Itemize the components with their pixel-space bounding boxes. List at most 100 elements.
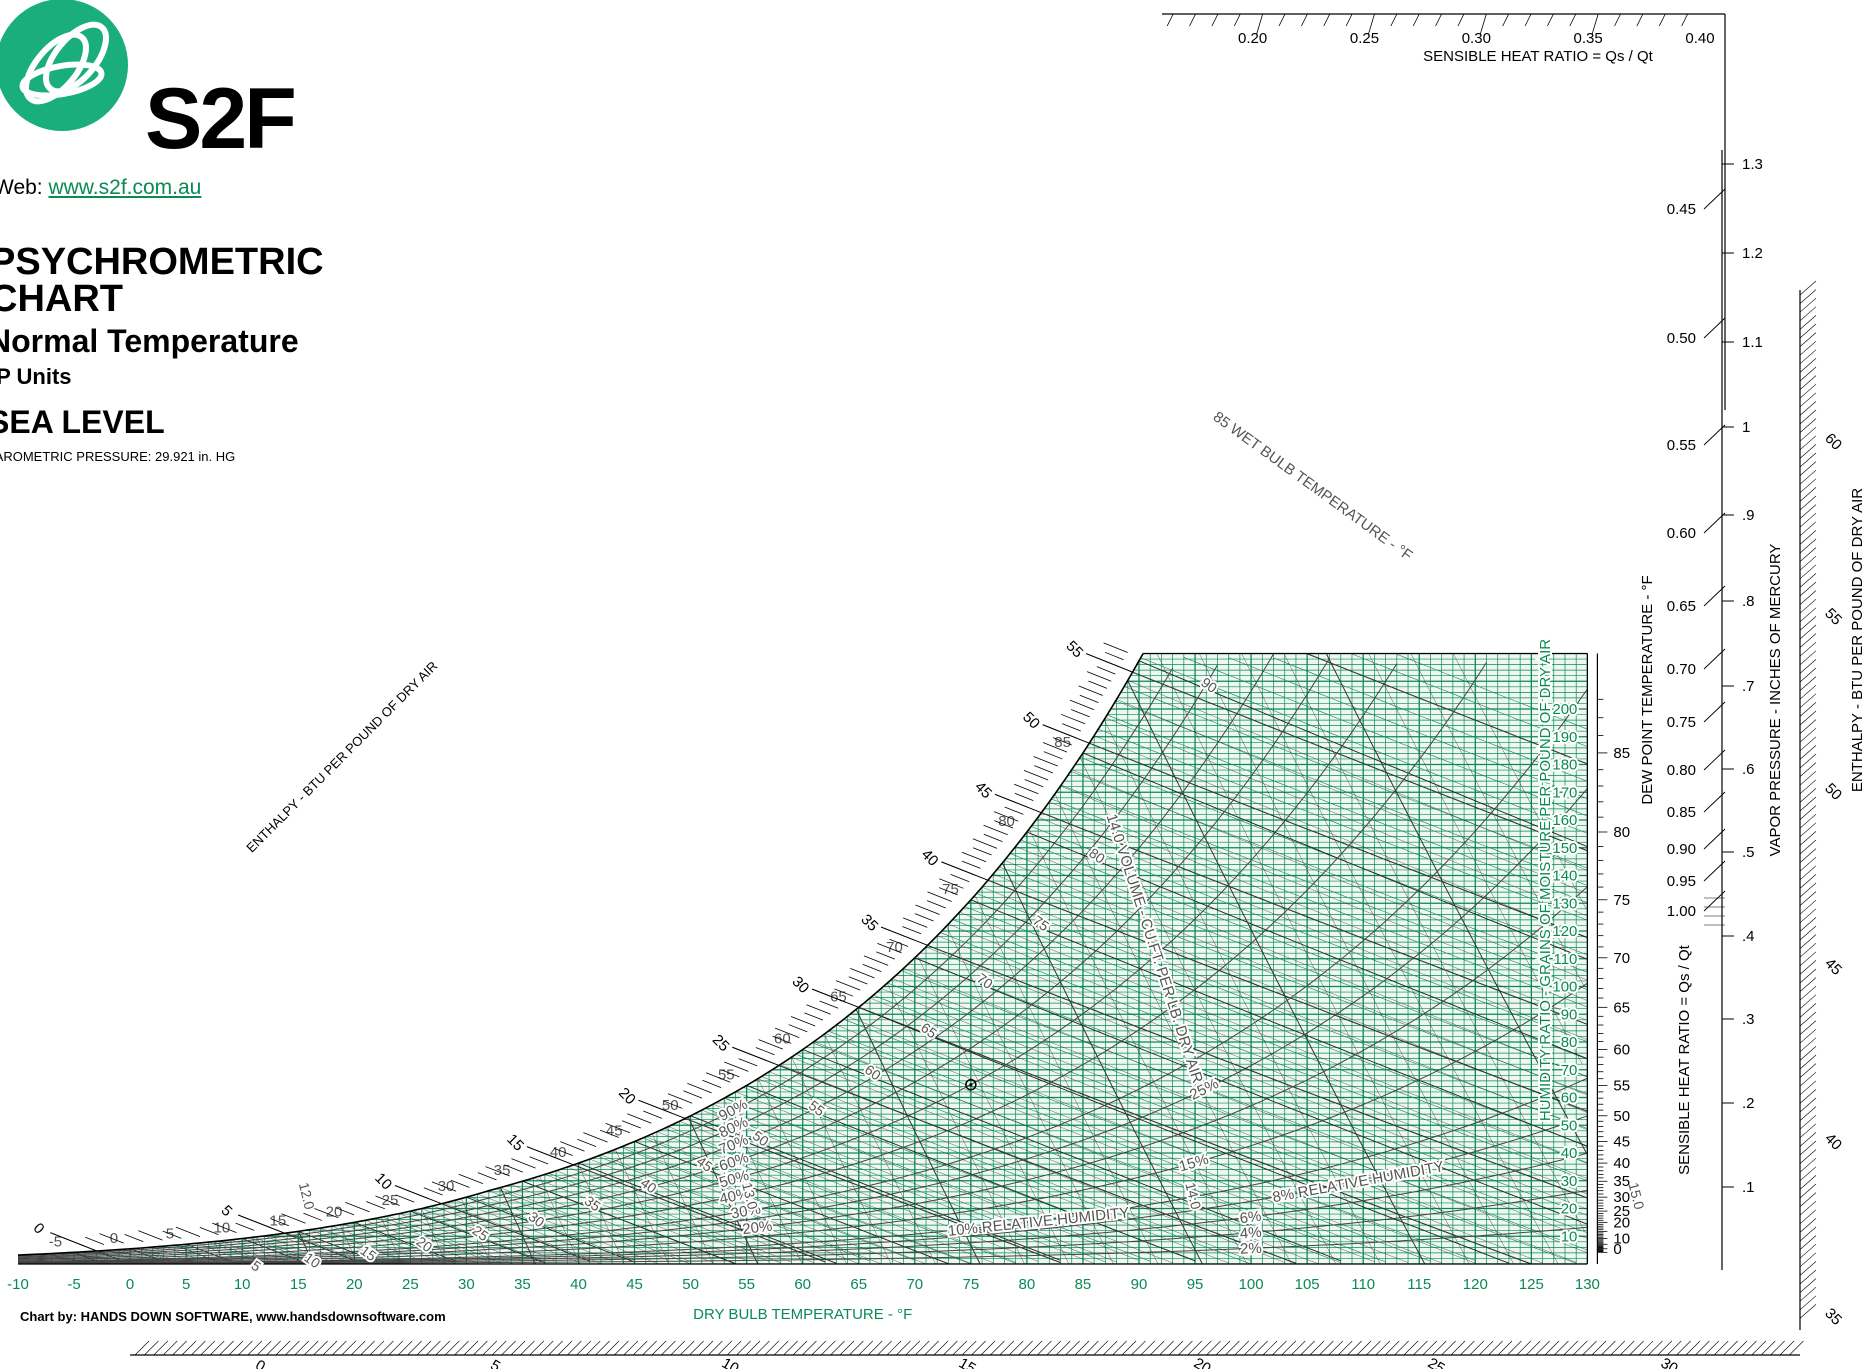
vapor-pressure-tick-label: .1 (1742, 1179, 1755, 1196)
enthalpy-right-tick (1800, 1132, 1816, 1146)
humidity-ratio-tick-label: 130 (1552, 895, 1577, 912)
enthalpy-tick (396, 1195, 415, 1202)
wet-bulb-axis-label: 85 WET BULB TEMPERATURE - °F (1210, 408, 1416, 564)
enthalpy-tick (984, 834, 1003, 841)
enthalpy-right-tick (1800, 685, 1816, 699)
enthalpy-value-label: 45 (971, 778, 995, 802)
shr-tick (1436, 14, 1442, 26)
shr-tick (1637, 14, 1643, 26)
shr-tick (1346, 14, 1352, 26)
shr-right-tick-label: 0.80 (1667, 762, 1696, 779)
shr-top-tick-label: 0.25 (1350, 30, 1379, 47)
enthalpy-tick (1025, 779, 1044, 786)
enthalpy-tick (345, 1202, 369, 1211)
enthalpy-right-tick (1800, 1003, 1816, 1017)
enthalpy-right-tick (1800, 874, 1816, 888)
enthalpy-value-label: 5 (217, 1202, 235, 1220)
vapor-pressure-tick-label: .9 (1742, 507, 1755, 524)
enthalpy-tick (1044, 752, 1063, 759)
enthalpy-value-label: 40 (918, 846, 942, 870)
enthalpy-tick (1070, 700, 1094, 710)
enthalpy-tick (1071, 709, 1090, 716)
enthalpy-right-tick (1800, 367, 1816, 381)
enthalpy-right-tick (1800, 530, 1816, 544)
enthalpy-tick (1062, 724, 1081, 731)
enthalpy-right-tick (1800, 298, 1816, 312)
shr-right-tick-label: 0.85 (1667, 804, 1696, 821)
humidity-ratio-tick-label: 60 (1561, 1090, 1578, 1107)
vapor-pressure-tick-label: 1.1 (1742, 334, 1763, 351)
enthalpy-right-tick (1800, 1227, 1816, 1241)
humidity-ratio-tick-label: 180 (1552, 757, 1577, 774)
dew-point-tick-label: 65 (1613, 999, 1630, 1016)
shr-right-tick-label: 0.50 (1667, 330, 1696, 347)
enthalpy-right-tick (1800, 823, 1816, 837)
enthalpy-right-tick (1800, 668, 1816, 682)
dry-bulb-tick-label: -5 (67, 1276, 80, 1293)
enthalpy-right-tick (1800, 1098, 1816, 1112)
enthalpy-right-tick (1800, 737, 1816, 751)
shr-tick (1190, 14, 1196, 26)
humidity-ratio-tick-label: 140 (1552, 868, 1577, 885)
dry-bulb-tick-label: 125 (1519, 1276, 1544, 1293)
enthalpy-tick (973, 839, 997, 849)
enthalpy-right-tick (1800, 1287, 1816, 1301)
enthalpy-value-label: 55 (1063, 638, 1087, 662)
enthalpy-right-tick (1800, 315, 1816, 329)
enthalpy-right-tick (1800, 487, 1816, 501)
vapor-pressure-tick-label: .5 (1742, 844, 1755, 861)
enthalpy-right-tick (1800, 384, 1816, 398)
specific-volume-line (19, 665, 269, 1264)
dry-bulb-tick-label: 100 (1239, 1276, 1264, 1293)
enthalpy-right-tick (1800, 634, 1816, 648)
enthalpy-bottom-tick-label: 5 (487, 1357, 503, 1369)
enthalpy-tick (622, 1121, 641, 1128)
enthalpy-tick (459, 1174, 483, 1183)
dew-point-tick-label: 80 (1613, 824, 1630, 841)
dry-bulb-tick-label: 15 (290, 1276, 307, 1293)
enthalpy-right-tick (1800, 642, 1816, 656)
enthalpy-right-tick (1800, 341, 1816, 355)
enthalpy-right-tick (1800, 582, 1816, 596)
enthalpy-tick (806, 1005, 830, 1014)
dry-bulb-tick-label: 30 (458, 1276, 475, 1293)
enthalpy-right-tick (1800, 324, 1816, 338)
shr-right-tick-label: 0.95 (1667, 873, 1696, 890)
enthalpy-right-tick (1800, 960, 1816, 974)
enthalpy-tick (1015, 793, 1034, 800)
enthalpy-right-tick (1800, 1304, 1816, 1318)
relative-humidity-label: 6% (1239, 1208, 1263, 1228)
relative-humidity-label: 20% (741, 1218, 773, 1239)
enthalpy-right-tick (1800, 565, 1816, 579)
shr-tick (1279, 14, 1285, 26)
dry-bulb-tick-label: 85 (1075, 1276, 1092, 1293)
humidity-ratio-tick-label: 160 (1552, 812, 1577, 829)
vapor-pressure-tick-label: .3 (1742, 1011, 1755, 1028)
enthalpy-right-tick (1800, 651, 1816, 665)
enthalpy-right-tick (1800, 745, 1816, 759)
enthalpy-tick (683, 1091, 702, 1098)
enthalpy-right-tick (1800, 1124, 1816, 1138)
enthalpy-right-tick-label: 35 (1821, 1305, 1845, 1329)
enthalpy-right-tick (1800, 754, 1816, 768)
shr-tick (1324, 14, 1330, 26)
enthalpy-right-tick (1800, 548, 1816, 562)
shr-right-tick-label: 0.55 (1667, 437, 1696, 454)
enthalpy-tick (1034, 756, 1058, 766)
enthalpy-right-tick (1800, 591, 1816, 605)
enthalpy-right-tick (1800, 771, 1816, 785)
dew-point-tick-label: 40 (1613, 1155, 1630, 1172)
enthalpy-right-tick (1800, 702, 1816, 716)
dew-point-tick-label: 60 (1613, 1042, 1630, 1059)
enthalpy-right-tick (1800, 616, 1816, 630)
enthalpy-right-tick (1800, 350, 1816, 364)
enthalpy-right-tick (1800, 711, 1816, 725)
enthalpy-right-tick (1800, 1064, 1816, 1078)
shr-tick (1682, 14, 1688, 26)
enthalpy-axis-label: ENTHALPY - BTU PER POUND OF DRY AIR (243, 658, 440, 855)
dry-bulb-tick-label: 130 (1575, 1276, 1600, 1293)
dry-bulb-tick-label: 70 (906, 1276, 923, 1293)
humidity-ratio-tick-label: 200 (1552, 701, 1577, 718)
dry-bulb-tick-label: 35 (514, 1276, 531, 1293)
shr-top-tick-label: 0.30 (1462, 30, 1491, 47)
